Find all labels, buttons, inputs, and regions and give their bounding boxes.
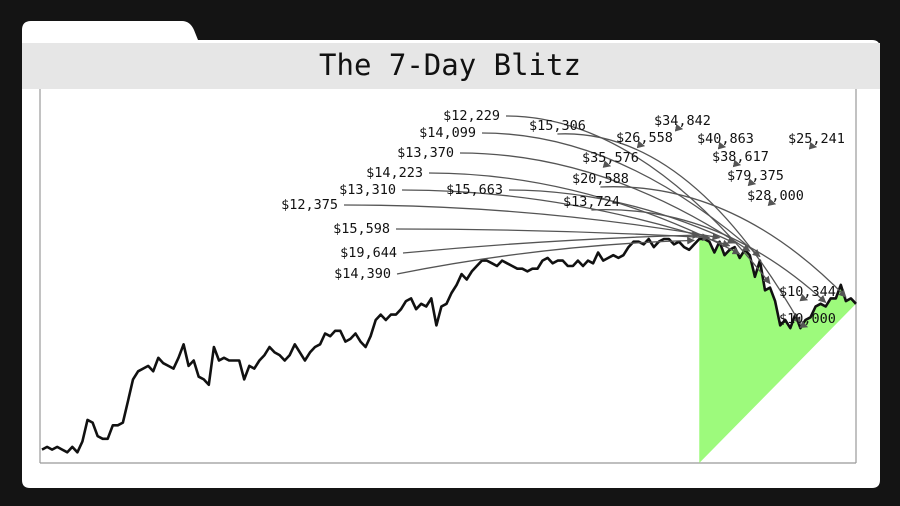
annotation-label: $28,000 bbox=[747, 188, 804, 204]
annotation-label: $15,663 bbox=[446, 182, 503, 198]
annotation-label: $15,598 bbox=[333, 221, 390, 237]
annotation-label: $14,390 bbox=[334, 266, 391, 282]
annotation-arrow bbox=[395, 228, 711, 242]
annotation-label: $12,229 bbox=[443, 108, 500, 124]
annotation-arrow bbox=[402, 231, 701, 254]
title-bar bbox=[22, 43, 880, 89]
annotation-arrow bbox=[401, 189, 731, 248]
annotation-label: $14,223 bbox=[366, 165, 423, 181]
annotation-label: $13,724 bbox=[563, 194, 620, 210]
annotation-label: $20,588 bbox=[572, 171, 629, 187]
annotation-label: $19,644 bbox=[340, 245, 397, 261]
annotation-arrow bbox=[557, 133, 801, 325]
annotation-label: $26,558 bbox=[616, 130, 673, 146]
annotation-label: $13,370 bbox=[397, 145, 454, 161]
annotation-arrow bbox=[343, 204, 721, 241]
annotation-arrow bbox=[396, 236, 695, 275]
annotation-label: $38,617 bbox=[712, 149, 769, 165]
annotation-label: $34,842 bbox=[654, 113, 711, 129]
highlight-area bbox=[699, 239, 856, 463]
annotation-arrow bbox=[459, 152, 751, 252]
annotation-label: $15,306 bbox=[529, 118, 586, 134]
annotation-arrow bbox=[481, 132, 761, 258]
annotation-label: $12,375 bbox=[281, 197, 338, 213]
annotation-label: $40,863 bbox=[697, 131, 754, 147]
annotation-label: $13,310 bbox=[339, 182, 396, 198]
annotation-arrow bbox=[600, 186, 847, 298]
annotation-label: $79,375 bbox=[727, 168, 784, 184]
annotation-label: $35,576 bbox=[582, 150, 639, 166]
annotation-label: $25,241 bbox=[788, 131, 845, 147]
annotation-arrow bbox=[428, 172, 741, 255]
annotation-arrow bbox=[591, 209, 827, 304]
annotation-arrow bbox=[508, 189, 736, 244]
chart-title: The 7-Day Blitz bbox=[319, 48, 581, 82]
annotation-label: $14,099 bbox=[419, 125, 476, 141]
annotation-label: $10,000 bbox=[779, 311, 836, 327]
annotation-label: $10,344 bbox=[779, 284, 836, 300]
